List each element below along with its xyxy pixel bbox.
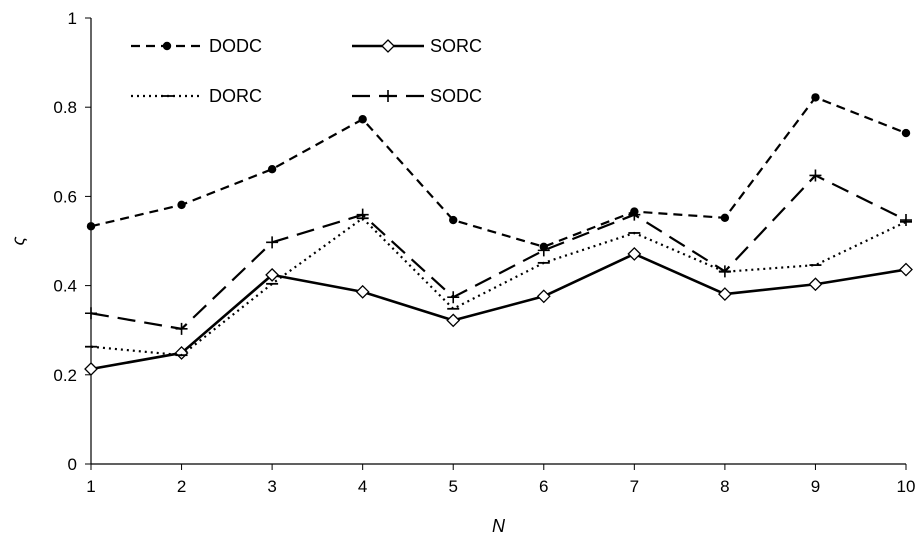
y-tick-label: 0.4 (53, 277, 77, 296)
data-point-sorc (446, 313, 461, 328)
data-point-dodc (720, 213, 730, 223)
legend-marker-sorc (381, 39, 395, 53)
data-point-sorc (84, 362, 98, 376)
data-point-dodc (267, 164, 277, 174)
data-point-sodc (175, 322, 188, 335)
data-point-sodc (266, 236, 279, 249)
legend-marker-sodc (382, 90, 394, 102)
legend-item-dorc: DORC (131, 86, 262, 106)
y-axis-title: ς (8, 236, 28, 245)
data-point-dodc (449, 215, 458, 225)
y-tick-label: 0 (68, 455, 77, 474)
data-point-sodc (537, 244, 550, 257)
data-point-sorc (536, 289, 551, 304)
legend-marker-dodc (162, 41, 172, 51)
y-tick-label: 0.8 (53, 98, 77, 117)
data-point-sodc (85, 307, 97, 320)
x-tick-label: 3 (267, 477, 276, 496)
legend-item-sodc: SODC (352, 86, 482, 106)
data-point-sodc (809, 169, 822, 182)
tick-labels: 0 0.2 0.4 0.6 0.8 1 1 2 3 4 5 6 7 8 9 10 (53, 9, 915, 496)
x-tick-label: 10 (897, 477, 916, 496)
series-line-dorc (90, 217, 907, 357)
x-tick-label: 7 (630, 477, 639, 496)
series-line-sodc (90, 174, 907, 330)
x-tick-label: 8 (720, 477, 729, 496)
data-point-sodc (356, 208, 369, 221)
data-point-sorc (355, 284, 370, 299)
y-tick-label: 0.6 (53, 187, 77, 206)
data-point-dodc (86, 222, 96, 231)
legend-label-dorc: DORC (209, 86, 262, 106)
x-axis-title: N (492, 516, 506, 536)
axes (85, 17, 907, 470)
data-point-sodc (628, 208, 641, 221)
x-tick-label: 2 (177, 477, 186, 496)
series-sorc (84, 247, 913, 376)
data-point-dodc (811, 93, 820, 102)
data-point-sodc (447, 291, 460, 304)
legend-item-dodc: DODC (131, 36, 262, 56)
data-point-dodc (358, 115, 367, 124)
data-point-sorc (627, 247, 642, 261)
x-tick-label: 1 (86, 477, 95, 496)
legend: DODC SORC DORC SODC (131, 36, 482, 106)
data-point-dodc (901, 128, 911, 138)
x-tick-label: 9 (811, 477, 820, 496)
series-line-dodc (90, 96, 907, 248)
series-sodc (85, 169, 912, 335)
x-tick-label: 6 (539, 477, 548, 496)
data-point-sodc (718, 265, 731, 278)
x-tick-label: 5 (448, 477, 457, 496)
x-tick-label: 4 (358, 477, 367, 496)
legend-label-sodc: SODC (430, 86, 482, 106)
data-point-sorc (265, 267, 280, 282)
data-point-sodc (900, 214, 912, 227)
series-group (84, 93, 913, 376)
legend-item-sorc: SORC (352, 36, 482, 56)
series-line-sorc (90, 252, 907, 371)
legend-label-dodc: DODC (209, 36, 262, 56)
series-dodc (86, 93, 911, 251)
data-point-sorc (808, 277, 823, 292)
series-dorc (85, 217, 912, 357)
legend-label-sorc: SORC (430, 36, 482, 56)
data-point-dodc (177, 200, 186, 210)
y-tick-label: 0.2 (53, 366, 77, 385)
y-tick-label: 1 (68, 9, 77, 28)
data-point-sorc (899, 262, 913, 277)
data-point-sorc (717, 287, 732, 301)
